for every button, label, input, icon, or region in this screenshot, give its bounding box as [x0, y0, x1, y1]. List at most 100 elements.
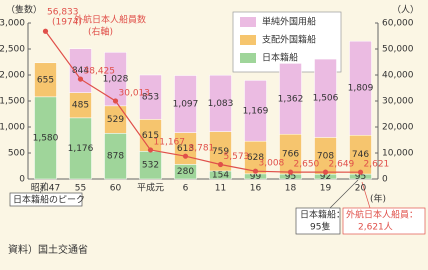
y-tick-label: 0	[19, 175, 25, 185]
bar-segment	[244, 80, 267, 142]
value-label: 844	[72, 66, 89, 76]
value-label: 1,809	[348, 84, 374, 94]
bar-segment	[279, 63, 302, 135]
line-marker	[357, 169, 364, 175]
bar-segment	[174, 75, 197, 133]
value-label: 5,573	[224, 152, 250, 162]
y2-tick-label: 10,000	[382, 149, 414, 159]
x-tick-label: 18	[285, 184, 297, 194]
legend-label: 支配外国籍船	[262, 34, 316, 46]
value-label: 8,781	[189, 144, 215, 154]
y2-tick-label: 50,000	[382, 45, 414, 55]
line-marker	[77, 76, 84, 82]
line	[45, 30, 361, 173]
line-marker	[42, 28, 49, 34]
bar-segment	[69, 48, 92, 93]
annotation: 95隻	[310, 221, 330, 233]
legend-label: 単純外国用船	[262, 16, 316, 28]
y-tick-label: 1,500	[0, 97, 25, 107]
legend-swatch	[240, 53, 256, 63]
bar-segment	[209, 74, 232, 132]
value-label: 485	[72, 101, 89, 111]
y2-tick-label: 30,000	[382, 97, 414, 107]
leader	[39, 181, 47, 194]
value-label: 532	[142, 161, 159, 171]
annotation: (1974)	[52, 18, 82, 28]
value-label: 154	[212, 170, 229, 180]
line-marker	[287, 169, 294, 175]
x-tick-label: 平成元	[137, 182, 164, 194]
value-label: 30,013	[119, 88, 151, 98]
value-label: 746	[352, 150, 369, 160]
value-label: 2,650	[294, 160, 320, 170]
annotation: 2,621人	[358, 222, 393, 233]
value-label: 853	[142, 93, 159, 103]
value-label: 3,008	[259, 159, 285, 169]
annotation: 外航日本人船員：	[346, 209, 418, 221]
y-tick-label: 500	[8, 149, 25, 159]
value-label: 1,169	[243, 106, 269, 116]
value-label: 878	[107, 152, 124, 162]
x-tick-label: 昭和47	[31, 183, 60, 194]
x-tick-label: 6	[183, 184, 189, 194]
bar-segment	[314, 58, 337, 138]
line-marker	[217, 161, 224, 168]
value-label: 615	[142, 131, 159, 141]
x-tick-label: 20	[355, 184, 367, 194]
value-label: 1,028	[103, 75, 129, 85]
value-label: 92	[320, 172, 331, 182]
y2-unit: （人）	[392, 5, 419, 16]
y-unit: （隻数）	[6, 4, 42, 16]
value-label: 1,362	[278, 94, 304, 104]
line-marker	[322, 169, 329, 175]
bar-segment	[139, 74, 162, 120]
line-marker	[252, 168, 259, 174]
y2-tick-label: 60,000	[382, 19, 414, 29]
y-tick-label: 2,000	[0, 71, 25, 81]
annotation: 日本籍船のピーク	[13, 194, 85, 206]
y2-tick-label: 20,000	[382, 123, 414, 133]
value-label: 655	[37, 75, 54, 85]
legend-swatch	[240, 17, 256, 27]
value-label: 613	[177, 144, 194, 154]
x-unit: (年)	[370, 193, 386, 205]
y2-tick-label: 40,000	[382, 71, 414, 81]
y-tick-label: 2,500	[0, 45, 25, 55]
value-label: 1,176	[68, 144, 94, 154]
value-label: 99	[250, 172, 262, 182]
value-label: 529	[107, 115, 124, 125]
value-label: 759	[212, 147, 229, 157]
annotation: 日本籍船：	[300, 209, 345, 221]
value-label: 95	[285, 172, 296, 182]
value-label: 1,097	[173, 100, 199, 110]
value-label: 38,425	[84, 67, 116, 77]
value-label: 708	[317, 151, 334, 161]
x-tick-label: 19	[320, 184, 332, 194]
annotation: (右軸)	[88, 26, 113, 38]
value-label: 1,580	[33, 133, 59, 143]
source: 資料）国土交通省	[8, 243, 88, 256]
value-label: 628	[247, 153, 264, 163]
x-tick-label: 60	[110, 184, 122, 194]
value-label: 766	[282, 150, 299, 160]
bar-segment	[104, 52, 127, 107]
x-tick-label: 55	[75, 184, 86, 194]
bar-segment	[34, 62, 57, 98]
line-marker	[112, 98, 119, 104]
annotation: 外航日本人船員数	[74, 14, 146, 26]
value-label: 2,649	[329, 160, 355, 170]
leader	[329, 179, 359, 209]
value-label: 280	[177, 167, 194, 177]
annotation-box	[295, 207, 341, 235]
y-tick-label: 3,000	[0, 19, 25, 29]
legend-label: 日本籍船	[262, 52, 298, 64]
value-label: 11,167	[154, 137, 186, 147]
annotation-box	[9, 192, 83, 207]
x-tick-label: 11	[215, 184, 226, 194]
y2-tick-label: 0	[382, 175, 388, 185]
value-label: 2,621	[364, 160, 390, 170]
value-label: 1,083	[208, 99, 234, 109]
y-tick-label: 1,000	[0, 123, 25, 133]
leader	[361, 181, 371, 209]
